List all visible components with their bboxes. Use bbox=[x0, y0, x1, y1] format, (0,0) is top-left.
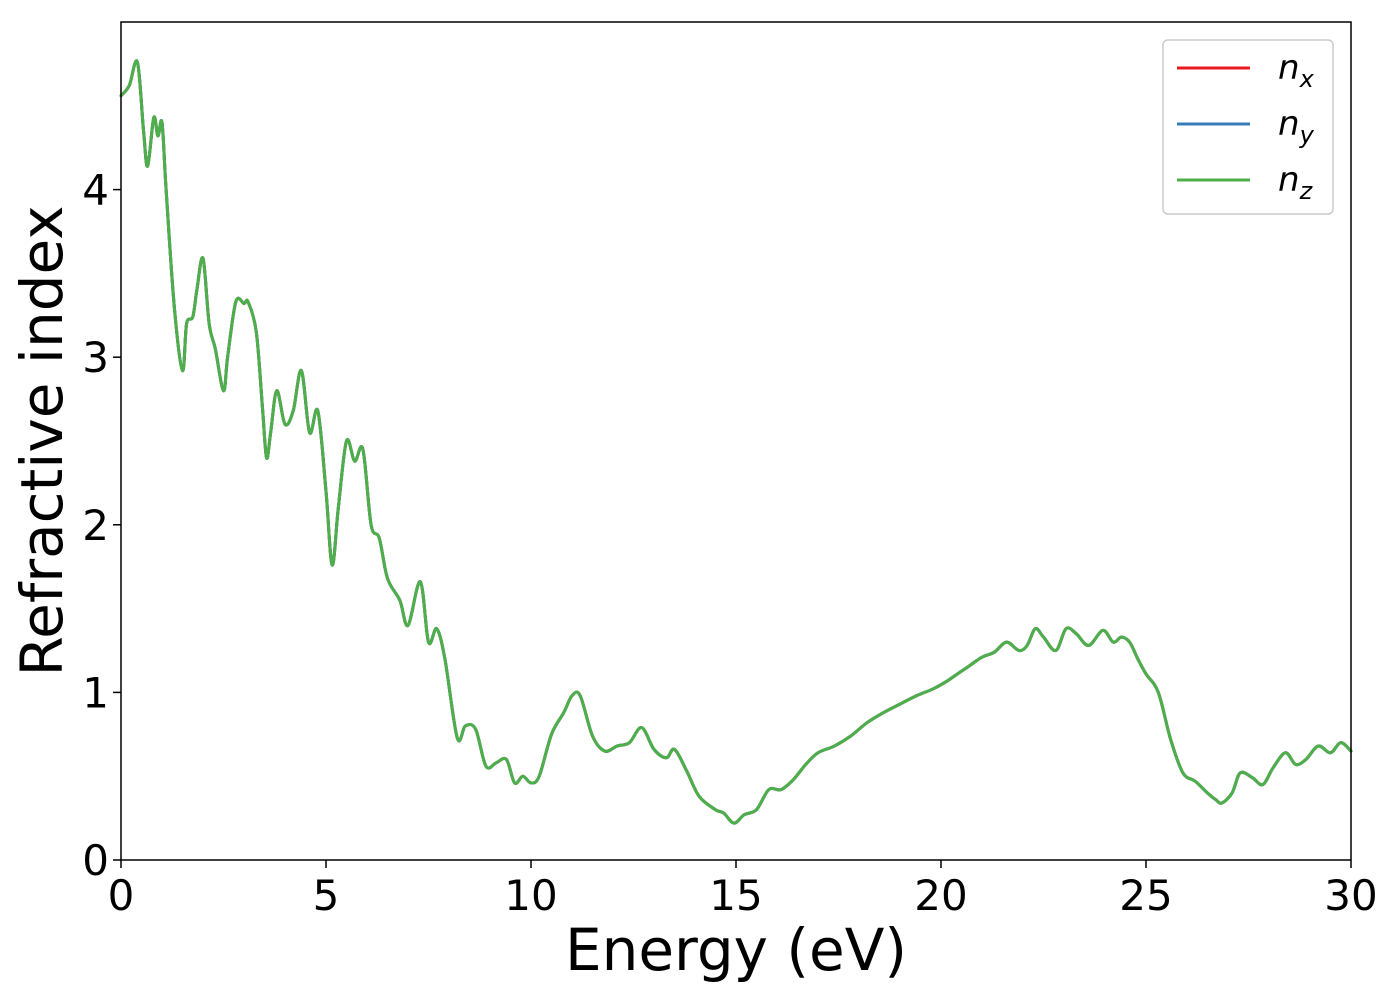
y-tick-label: 2 bbox=[82, 501, 109, 550]
legend-box bbox=[1162, 39, 1334, 215]
y-tick-label: 0 bbox=[82, 836, 109, 885]
x-tick-label: 20 bbox=[914, 871, 967, 920]
x-tick-label: 15 bbox=[709, 871, 762, 920]
legend: nx ny nz bbox=[1162, 39, 1334, 215]
legend-label-z: nz bbox=[1278, 160, 1314, 205]
y-axis-title: Refractive index bbox=[8, 205, 76, 676]
legend-label-x: nx bbox=[1278, 48, 1315, 93]
x-tick-label: 30 bbox=[1324, 871, 1377, 920]
y-tick-label: 4 bbox=[82, 166, 109, 215]
y-tick-label: 1 bbox=[82, 668, 109, 717]
x-axis: 0 5 10 15 20 25 30 bbox=[108, 860, 1378, 920]
series-line-z bbox=[119, 59, 1353, 825]
y-axis: 0 1 2 3 4 bbox=[82, 166, 121, 885]
x-tick-label: 10 bbox=[504, 871, 557, 920]
x-axis-title: Energy (eV) bbox=[565, 916, 907, 984]
legend-label-y: ny bbox=[1278, 104, 1315, 149]
x-tick-label: 25 bbox=[1119, 871, 1172, 920]
y-tick-label: 3 bbox=[82, 333, 109, 382]
series-group bbox=[119, 59, 1353, 825]
x-tick-label: 5 bbox=[313, 871, 340, 920]
x-tick-label: 0 bbox=[108, 871, 135, 920]
